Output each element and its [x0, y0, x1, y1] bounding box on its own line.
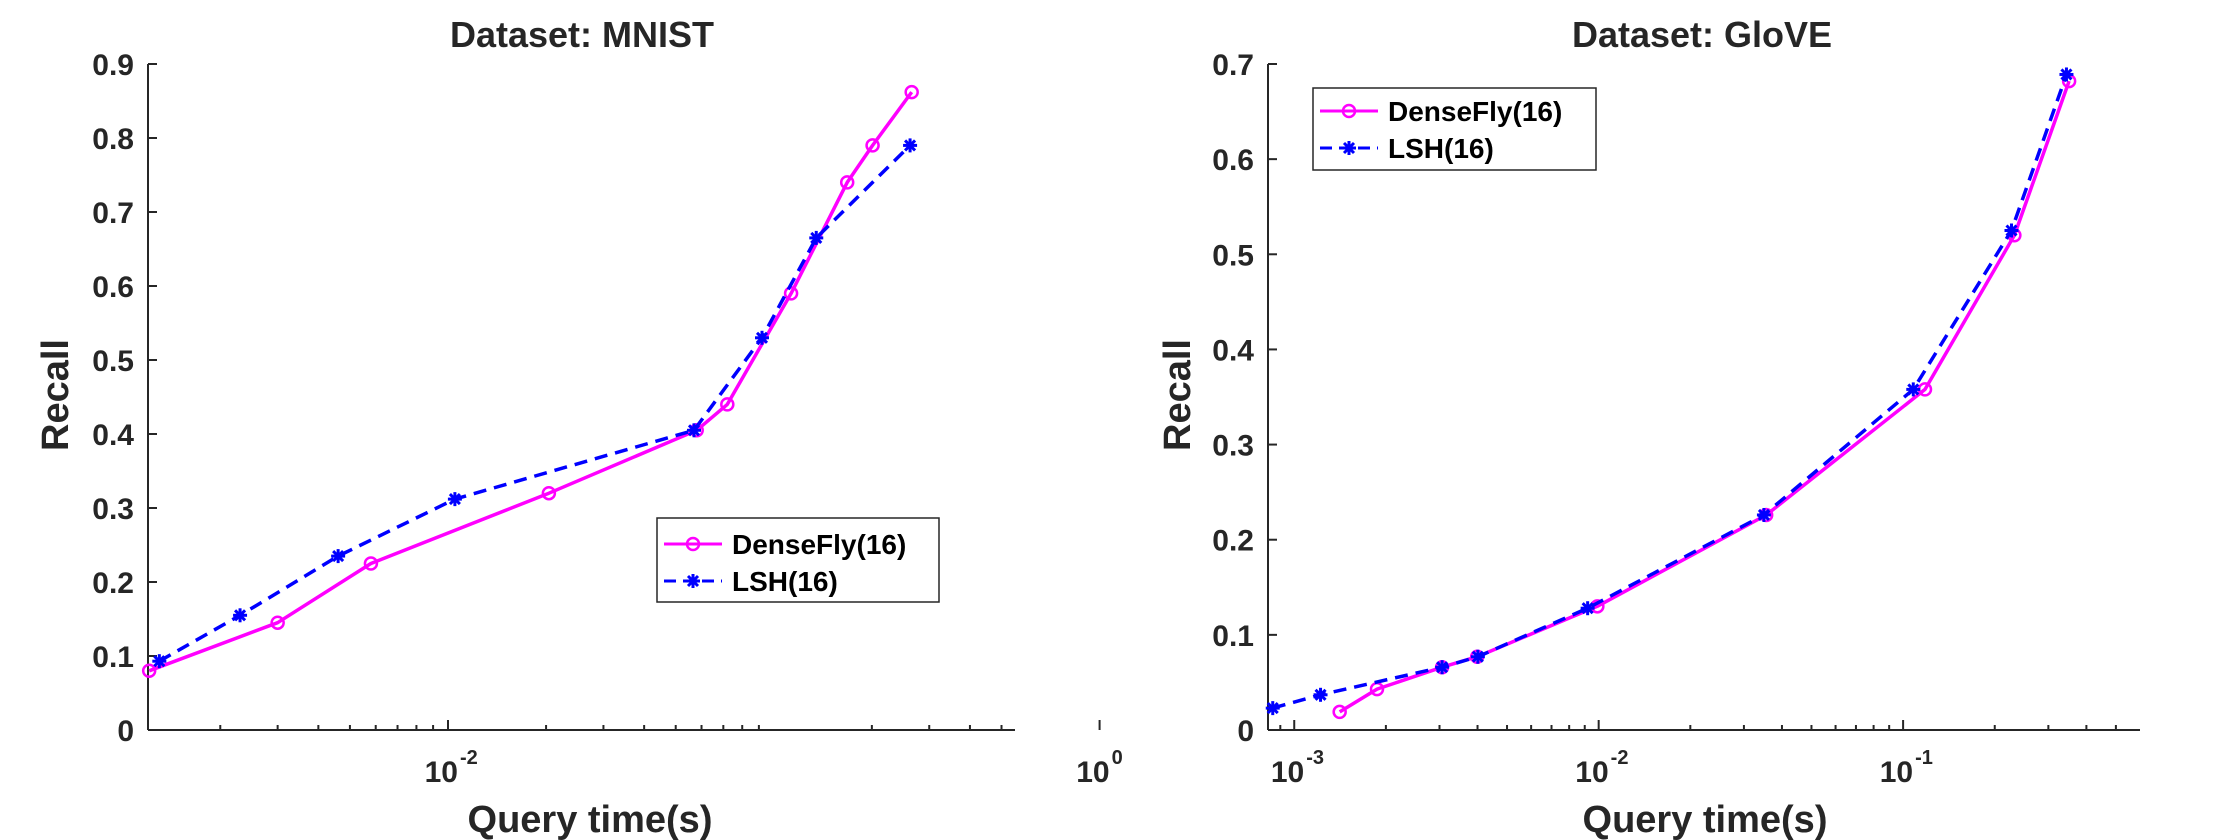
x-tick-label-mnist: 10 [1076, 756, 1109, 789]
legend-box-mnist [656, 517, 940, 603]
data-point-lsh [152, 654, 167, 669]
x-axis-label-glove: Query time(s) [1583, 799, 1828, 840]
x-tick-exponent-mnist: 0 [1112, 747, 1123, 769]
chart-title-glove: Dataset: GloVE [1572, 14, 1832, 55]
legend-label-densefly-glove: DenseFly(16) [1388, 96, 1562, 127]
y-tick-label-glove: 0.1 [1212, 620, 1254, 653]
y-tick-label-glove: 0.5 [1212, 239, 1254, 272]
legend-label-densefly-mnist: DenseFly(16) [732, 529, 906, 560]
x-tick-base: 10 [1880, 756, 1913, 789]
x-tick-label-glove: 10 [1880, 756, 1913, 789]
x-tick-exponent-mnist: -2 [460, 747, 478, 769]
legend-marker-densefly-mnist [685, 536, 701, 552]
legend-marker-densefly-glove [1341, 103, 1357, 119]
data-point-lsh [687, 423, 702, 438]
data-point-densefly [720, 397, 735, 412]
data-point-lsh [1906, 382, 1921, 397]
data-point-densefly [1332, 704, 1347, 720]
y-tick-label-glove: 0.6 [1212, 144, 1254, 177]
series-line-lsh-mnist [158, 144, 912, 663]
data-point-lsh [1580, 601, 1595, 616]
data-point-lsh [2004, 223, 2019, 238]
x-tick-exponent-glove: -1 [1915, 747, 1933, 769]
series-line-densefly-mnist [148, 91, 914, 673]
series-line-densefly-glove [1338, 80, 2071, 714]
data-point-densefly [541, 485, 557, 501]
legend-box-glove [1312, 87, 1597, 171]
y-tick-label-glove: 0.2 [1212, 525, 1254, 558]
data-point-lsh [447, 492, 462, 507]
legend-marker-lsh-glove [1342, 141, 1356, 155]
data-point-densefly [141, 663, 157, 679]
data-point-lsh [809, 230, 824, 245]
data-point-lsh [1313, 687, 1328, 702]
x-tick-exponent-glove: -3 [1306, 747, 1324, 769]
chart-glove: Dataset: GloVE Query time(s) Recall 0 0.1… [1157, 14, 2140, 840]
x-tick-base: 10 [1575, 756, 1608, 789]
y-tick-label-mnist: 0.3 [92, 493, 134, 526]
y-tick-label-mnist: 0.9 [92, 49, 134, 82]
y-tick-label-glove: 0.3 [1212, 430, 1254, 463]
y-tick-label-glove: 0.7 [1212, 49, 1254, 82]
chart-title-mnist: Dataset: MNIST [450, 14, 714, 55]
y-tick-label-glove: 0 [1237, 715, 1254, 748]
legend-label-lsh-glove: LSH(16) [1388, 133, 1494, 164]
x-tick-base: 10 [425, 756, 458, 789]
legend-glove: DenseFly(16) LSH(16) [1312, 87, 1597, 171]
legend-mnist: DenseFly(16) LSH(16) [656, 517, 940, 603]
x-tick-base: 10 [1076, 756, 1109, 789]
y-tick-label-mnist: 0 [117, 715, 134, 748]
data-point-densefly [865, 138, 880, 153]
y-tick-label-mnist: 0.4 [92, 419, 134, 452]
x-tick-label-mnist: 10 [425, 756, 458, 789]
y-axis-label-mnist: Recall [35, 339, 77, 451]
y-tick-label-mnist: 0.8 [92, 123, 134, 156]
data-point-lsh [1470, 649, 1485, 664]
y-tick-label-mnist: 0.2 [92, 567, 134, 600]
data-point-densefly [839, 175, 855, 190]
x-tick-label-glove: 10 [1271, 756, 1304, 789]
data-point-lsh [754, 330, 769, 345]
legend-label-lsh-mnist: LSH(16) [732, 566, 838, 597]
y-tick-label-mnist: 0.6 [92, 271, 134, 304]
data-point-lsh [1265, 701, 1280, 716]
y-axis-label-glove: Recall [1157, 339, 1199, 451]
data-point-lsh [233, 608, 248, 623]
data-point-densefly [270, 615, 285, 630]
x-axis-label-mnist: Query time(s) [468, 799, 713, 840]
data-point-lsh [903, 138, 918, 153]
data-point-lsh [1756, 507, 1771, 522]
y-tick-label-mnist: 0.7 [92, 197, 134, 230]
x-tick-base: 10 [1271, 756, 1304, 789]
x-tick-label-glove: 10 [1575, 756, 1608, 789]
x-tick-exponent-glove: -2 [1611, 747, 1629, 769]
y-tick-label-glove: 0.4 [1212, 334, 1254, 367]
data-point-lsh [2059, 67, 2074, 82]
series-line-lsh-glove [1272, 73, 2069, 710]
legend-marker-lsh-mnist [686, 574, 700, 588]
data-point-lsh [1435, 660, 1450, 675]
data-point-densefly [904, 84, 919, 100]
y-tick-label-mnist: 0.5 [92, 345, 134, 378]
data-point-lsh [331, 549, 346, 564]
y-tick-label-mnist: 0.1 [92, 641, 134, 674]
chart-mnist: Dataset: MNIST Query time(s) Recall 0 0.1… [35, 14, 1123, 840]
data-point-densefly [363, 556, 379, 571]
